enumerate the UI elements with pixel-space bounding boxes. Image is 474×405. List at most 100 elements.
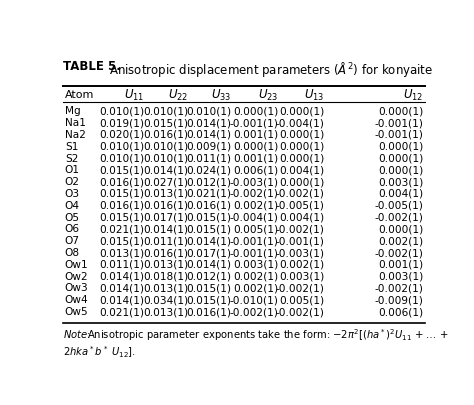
Text: $\mathit{U}_{33}$: $\mathit{U}_{33}$: [211, 87, 231, 102]
Text: O5: O5: [65, 212, 80, 222]
Text: Anisotropic displacement parameters ($\AA^2$) for konyaite: Anisotropic displacement parameters ($\A…: [109, 60, 433, 79]
Text: 0.013(1): 0.013(1): [143, 259, 188, 269]
Text: 0.016(1): 0.016(1): [99, 200, 144, 210]
Text: 0.011(1): 0.011(1): [186, 153, 231, 163]
Text: $2h\mathit{k}\mathit{a}^*\mathit{b}^*$ $U_{12}$].: $2h\mathit{k}\mathit{a}^*\mathit{b}^*$ $…: [63, 344, 136, 360]
Text: 0.002(1): 0.002(1): [279, 259, 324, 269]
Text: 0.016(1): 0.016(1): [186, 306, 231, 316]
Text: Ow2: Ow2: [65, 271, 88, 281]
Text: $\mathit{U}_{12}$: $\mathit{U}_{12}$: [403, 87, 423, 102]
Text: 0.013(1): 0.013(1): [143, 188, 188, 198]
Text: -0.002(1): -0.002(1): [275, 306, 324, 316]
Text: 0.020(1): 0.020(1): [99, 130, 144, 140]
Text: 0.010(1): 0.010(1): [186, 106, 231, 116]
Text: 0.015(1): 0.015(1): [99, 212, 144, 222]
Text: 0.000(1): 0.000(1): [378, 165, 423, 175]
Text: 0.005(1): 0.005(1): [279, 294, 324, 305]
Text: -0.002(1): -0.002(1): [374, 283, 423, 293]
Text: O6: O6: [65, 224, 80, 234]
Text: $\mathit{U}_{22}$: $\mathit{U}_{22}$: [168, 87, 188, 102]
Text: 0.010(1): 0.010(1): [143, 153, 188, 163]
Text: $\mathit{U}_{13}$: $\mathit{U}_{13}$: [304, 87, 324, 102]
Text: -0.002(1): -0.002(1): [374, 247, 423, 258]
Text: 0.019(1): 0.019(1): [99, 118, 144, 128]
Text: 0.015(1): 0.015(1): [143, 118, 188, 128]
Text: Ow4: Ow4: [65, 294, 88, 305]
Text: 0.016(1): 0.016(1): [186, 200, 231, 210]
Text: 0.002(1): 0.002(1): [233, 271, 278, 281]
Text: O4: O4: [65, 200, 80, 210]
Text: 0.021(1): 0.021(1): [99, 224, 144, 234]
Text: 0.016(1): 0.016(1): [143, 200, 188, 210]
Text: -0.009(1): -0.009(1): [374, 294, 423, 305]
Text: 0.016(1): 0.016(1): [143, 130, 188, 140]
Text: 0.014(1): 0.014(1): [99, 271, 144, 281]
Text: -0.001(1): -0.001(1): [275, 236, 324, 245]
Text: -0.001(1): -0.001(1): [229, 236, 278, 245]
Text: 0.003(1): 0.003(1): [233, 259, 278, 269]
Text: 0.024(1): 0.024(1): [186, 165, 231, 175]
Text: 0.021(1): 0.021(1): [186, 188, 231, 198]
Text: -0.010(1): -0.010(1): [229, 294, 278, 305]
Text: Atom: Atom: [65, 90, 94, 100]
Text: 0.014(1): 0.014(1): [143, 224, 188, 234]
Text: O1: O1: [65, 165, 80, 175]
Text: 0.000(1): 0.000(1): [279, 153, 324, 163]
Text: 0.013(1): 0.013(1): [99, 247, 144, 258]
Text: Ow3: Ow3: [65, 283, 89, 293]
Text: 0.010(1): 0.010(1): [99, 153, 144, 163]
Text: 0.004(1): 0.004(1): [378, 188, 423, 198]
Text: 0.001(1): 0.001(1): [233, 153, 278, 163]
Text: -0.002(1): -0.002(1): [374, 212, 423, 222]
Text: 0.005(1): 0.005(1): [233, 224, 278, 234]
Text: O7: O7: [65, 236, 80, 245]
Text: 0.004(1): 0.004(1): [279, 165, 324, 175]
Text: -0.001(1): -0.001(1): [229, 118, 278, 128]
Text: -0.002(1): -0.002(1): [275, 224, 324, 234]
Text: S2: S2: [65, 153, 78, 163]
Text: Anisotropic parameter exponents take the form: $-2\pi^2[(\mathit{ha}^*)^2U_{11}$: Anisotropic parameter exponents take the…: [87, 327, 448, 343]
Text: O2: O2: [65, 177, 80, 187]
Text: 0.015(1): 0.015(1): [186, 224, 231, 234]
Text: 0.000(1): 0.000(1): [378, 141, 423, 151]
Text: 0.017(1): 0.017(1): [186, 247, 231, 258]
Text: 0.018(1): 0.018(1): [143, 271, 188, 281]
Text: -0.005(1): -0.005(1): [374, 200, 423, 210]
Text: O8: O8: [65, 247, 80, 258]
Text: TABLE 5.: TABLE 5.: [63, 60, 121, 72]
Text: 0.000(1): 0.000(1): [378, 106, 423, 116]
Text: $\mathit{U}_{23}$: $\mathit{U}_{23}$: [258, 87, 278, 102]
Text: 0.015(1): 0.015(1): [186, 212, 231, 222]
Text: -0.004(1): -0.004(1): [229, 212, 278, 222]
Text: 0.015(1): 0.015(1): [186, 283, 231, 293]
Text: 0.009(1): 0.009(1): [186, 141, 231, 151]
Text: -0.005(1): -0.005(1): [275, 200, 324, 210]
Text: Mg: Mg: [65, 106, 81, 116]
Text: -0.001(1): -0.001(1): [229, 247, 278, 258]
Text: 0.021(1): 0.021(1): [99, 306, 144, 316]
Text: 0.015(1): 0.015(1): [186, 294, 231, 305]
Text: 0.014(1): 0.014(1): [99, 283, 144, 293]
Text: 0.017(1): 0.017(1): [143, 212, 188, 222]
Text: 0.000(1): 0.000(1): [233, 106, 278, 116]
Text: 0.012(1): 0.012(1): [186, 271, 231, 281]
Text: Na2: Na2: [65, 130, 86, 140]
Text: 0.000(1): 0.000(1): [233, 141, 278, 151]
Text: -0.002(1): -0.002(1): [229, 188, 278, 198]
Text: Na1: Na1: [65, 118, 86, 128]
Text: 0.003(1): 0.003(1): [378, 271, 423, 281]
Text: S1: S1: [65, 141, 78, 151]
Text: 0.010(1): 0.010(1): [143, 141, 188, 151]
Text: 0.000(1): 0.000(1): [378, 224, 423, 234]
Text: 0.001(1): 0.001(1): [378, 259, 423, 269]
Text: 0.010(1): 0.010(1): [99, 141, 144, 151]
Text: 0.027(1): 0.027(1): [143, 177, 188, 187]
Text: Ow5: Ow5: [65, 306, 88, 316]
Text: 0.000(1): 0.000(1): [279, 141, 324, 151]
Text: $\mathit{U}_{11}$: $\mathit{U}_{11}$: [124, 87, 144, 102]
Text: 0.013(1): 0.013(1): [143, 306, 188, 316]
Text: 0.010(1): 0.010(1): [99, 106, 144, 116]
Text: 0.013(1): 0.013(1): [143, 283, 188, 293]
Text: 0.002(1): 0.002(1): [233, 200, 278, 210]
Text: -0.003(1): -0.003(1): [229, 177, 278, 187]
